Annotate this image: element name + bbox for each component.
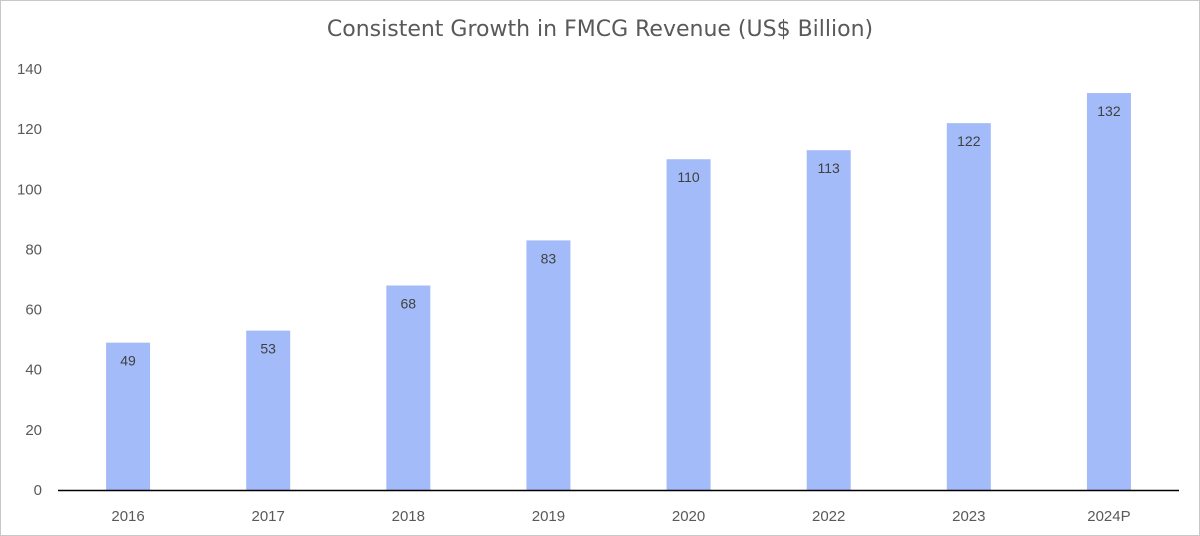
y-tick-label: 20: [25, 422, 42, 439]
x-tick-label: 2023: [952, 508, 985, 525]
data-label: 49: [120, 353, 136, 369]
y-tick-label: 0: [34, 482, 42, 499]
y-tick-label: 80: [25, 241, 42, 258]
bars-group: 49 53 68 83 110 113 122 132: [106, 93, 1131, 491]
x-axis-ticks: 2016 2017 2018 2019 2020 2022 2023 2024P: [111, 508, 1130, 525]
bar: [806, 150, 851, 490]
x-tick-label: 2017: [252, 508, 285, 525]
y-tick-label: 40: [25, 362, 42, 379]
data-label: 53: [260, 341, 276, 357]
x-tick-label: 2018: [392, 508, 425, 525]
x-tick-label: 2022: [812, 508, 845, 525]
data-label: 68: [401, 296, 417, 312]
bar: [386, 285, 431, 490]
y-tick-label: 140: [17, 61, 42, 78]
y-axis-ticks: 0 20 40 60 80 100 120 140: [17, 61, 42, 499]
data-label: 83: [541, 250, 557, 266]
chart-title: Consistent Growth in FMCG Revenue (US$ B…: [326, 17, 874, 42]
bar: [946, 123, 991, 490]
x-tick-label: 2019: [532, 508, 565, 525]
bar: [1086, 93, 1131, 491]
bar: [526, 240, 571, 490]
data-label: 122: [957, 133, 981, 149]
y-tick-label: 120: [17, 121, 42, 138]
bar: [106, 342, 151, 490]
y-tick-label: 60: [25, 302, 42, 319]
data-label: 110: [677, 169, 700, 185]
y-tick-label: 100: [17, 181, 42, 198]
x-tick-label: 2024P: [1087, 508, 1130, 525]
data-label: 132: [1097, 103, 1121, 119]
x-tick-label: 2020: [672, 508, 705, 525]
bar: [666, 159, 711, 490]
bar: [246, 330, 291, 490]
x-tick-label: 2016: [111, 508, 144, 525]
data-label: 113: [818, 160, 841, 176]
